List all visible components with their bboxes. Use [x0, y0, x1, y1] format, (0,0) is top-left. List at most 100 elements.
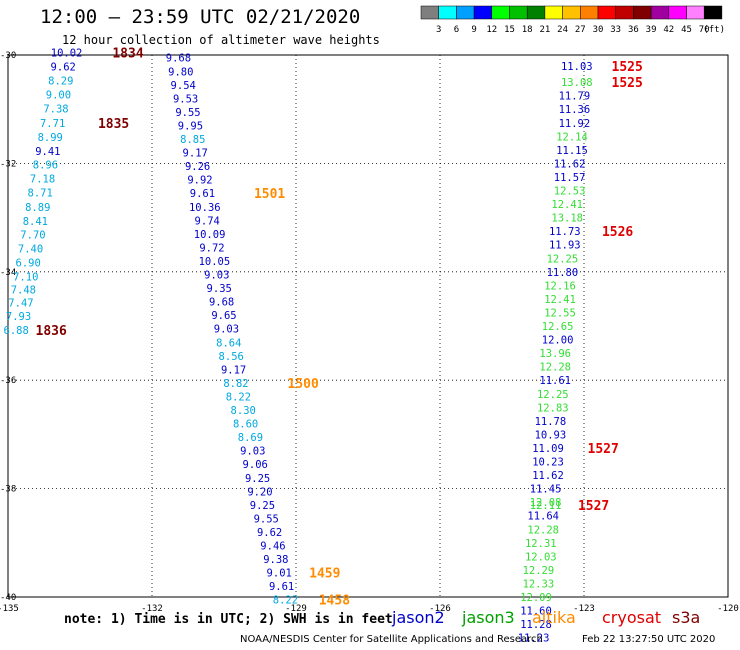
cryosat-swh-label: 12.25 [547, 253, 579, 265]
altika-swh-label: 9.46 [260, 541, 285, 553]
altika-swh-label: 9.55 [175, 107, 200, 119]
cryosat-swh-label: 12.31 [525, 538, 557, 550]
altika-swh-label: 9.55 [254, 513, 279, 525]
cryosat-swh-label: 12.83 [537, 402, 569, 414]
cryosat-swh-label: 10.93 [535, 429, 567, 441]
cryosat-swh-label: 11.62 [554, 158, 586, 170]
cryosat-swh-label: 12.53 [554, 186, 586, 198]
altika-swh-label: 9.03 [204, 270, 229, 282]
color-scale-label: 27 [575, 25, 586, 35]
footer-timestamp: Feb 22 13:27:50 UTC 2020 [582, 634, 716, 645]
s3a-swh-label: 8.41 [23, 216, 48, 228]
color-scale-legend: 3 6 9 12 15 18 21 24 27 30 33 36 39 42 45 70(ft) [420, 5, 725, 35]
altika-swh-label: 8.30 [231, 405, 256, 417]
altika-swh-label: 9.01 [267, 568, 292, 580]
cryosat-swh-label: 11.79 [559, 91, 591, 103]
cryosat-swh-label: 12.28 [539, 362, 571, 374]
satellite-legend-cryosat: cryosat [602, 608, 662, 627]
cryosat-swh-label: 12.41 [544, 294, 576, 306]
color-scale-label: 39 [646, 25, 657, 35]
altika-swh-label: 9.06 [243, 459, 268, 471]
altika-swh-label: 9.17 [221, 364, 246, 376]
cryosat-swh-label: 11.62 [532, 470, 564, 482]
cryosat-swh-label: 11.09 [532, 443, 564, 455]
altika-swh-label: 8.82 [223, 378, 248, 390]
altika-swh-label: 10.09 [194, 229, 226, 241]
altika-swh-label: 8.60 [233, 419, 258, 431]
cryosat-swh-label: 11.64 [527, 511, 559, 523]
color-scale-unit: (ft) [703, 25, 725, 35]
s3a-swh-label: 7.70 [20, 229, 45, 241]
footer-note: note: 1) Time is in UTC; 2) SWH is in fe… [64, 612, 393, 627]
color-scale-label: 21 [539, 25, 550, 35]
pass-time-label: 1835 [98, 117, 129, 132]
longitude-label: -129 [285, 604, 307, 614]
cryosat-swh-label: 12.33 [523, 578, 555, 590]
altika-swh-label: 9.03 [240, 446, 265, 458]
latitude-label: -34 [0, 268, 16, 278]
cryosat-swh-label: 12.25 [537, 389, 569, 401]
cryosat-swh-label: 12.28 [527, 524, 559, 536]
pass-time-label: 1527 [578, 499, 609, 514]
cryosat-swh-label: 12.29 [523, 565, 555, 577]
cryosat-swh-label: 12.16 [544, 280, 576, 292]
altika-swh-label: 9.53 [173, 93, 198, 105]
cryosat-swh-label: 11.15 [556, 145, 588, 157]
cryosat-swh-label: 12.65 [542, 321, 574, 333]
s3a-swh-label: 7.93 [6, 311, 31, 323]
cryosat-swh-label: 12.55 [544, 307, 576, 319]
pass-time-label: 1525 [612, 76, 643, 91]
cryosat-swh-label: 11.60 [520, 606, 552, 618]
s3a-swh-label: 7.40 [18, 243, 43, 255]
cryosat-swh-label: 10.23 [532, 457, 564, 469]
cryosat-swh-label: 12.03 [525, 551, 557, 563]
color-scale-label: 18 [522, 25, 533, 35]
s3a-swh-label: 6.88 [4, 325, 29, 337]
cryosat-swh-label: 11.92 [559, 118, 591, 130]
s3a-swh-label: 9.62 [51, 61, 76, 73]
altika-swh-label: 8.64 [216, 337, 241, 349]
color-scale-label: 9 [471, 25, 476, 35]
s3a-swh-label: 8.71 [28, 188, 53, 200]
color-scale-label: 42 [663, 25, 674, 35]
cryosat-swh-label: 11.45 [530, 484, 562, 496]
latitude-label: -30 [0, 51, 16, 61]
altika-swh-label: 9.95 [178, 120, 203, 132]
s3a-swh-label: 6.90 [16, 258, 41, 270]
cryosat-swh-label: 13.08 [561, 77, 593, 89]
cryosat-swh-label: 11.78 [535, 416, 567, 428]
s3a-swh-label: 8.29 [48, 75, 73, 87]
color-scale-label: 70 [699, 25, 710, 35]
latitude-label: -40 [0, 593, 16, 603]
altika-swh-label: 9.17 [183, 148, 208, 160]
altika-swh-label: 9.35 [207, 283, 232, 295]
s3a-swh-label: 7.38 [43, 104, 68, 116]
longitude-label: -123 [573, 604, 595, 614]
map-title: 12:00 – 23:59 UTC 02/21/2020 [40, 6, 361, 28]
latitude-label: -38 [0, 485, 16, 495]
pass-time-label: 1459 [309, 567, 340, 582]
cryosat-swh-label: 11.61 [539, 375, 571, 387]
altika-swh-label: 9.92 [187, 175, 212, 187]
color-scale-label: 45 [681, 25, 692, 35]
cryosat-swh-label: 12.08 [530, 497, 562, 509]
color-scale-label: 36 [628, 25, 639, 35]
cryosat-swh-label: 12.00 [542, 335, 574, 347]
altika-swh-label: 9.68 [166, 53, 191, 65]
altika-swh-label: 8.22 [273, 595, 298, 607]
longitude-label: -135 [0, 604, 19, 614]
color-scale-label: 33 [610, 25, 621, 35]
altika-swh-label: 8.56 [219, 351, 244, 363]
pass-time-label: 1526 [602, 225, 633, 240]
color-scale-label: 24 [557, 25, 568, 35]
satellite-legend-altika: altika [532, 608, 576, 627]
map-frame [7, 54, 729, 598]
altika-swh-label: 9.25 [250, 500, 275, 512]
satellite-legend-s3a: s3a [672, 608, 701, 627]
s3a-swh-label: 10.02 [51, 47, 83, 59]
altika-swh-label: 8.69 [238, 432, 263, 444]
s3a-swh-label: 7.71 [40, 118, 65, 130]
color-scale-label: 6 [454, 25, 459, 35]
altika-swh-label: 9.80 [168, 66, 193, 78]
altika-swh-label: 9.25 [245, 473, 270, 485]
